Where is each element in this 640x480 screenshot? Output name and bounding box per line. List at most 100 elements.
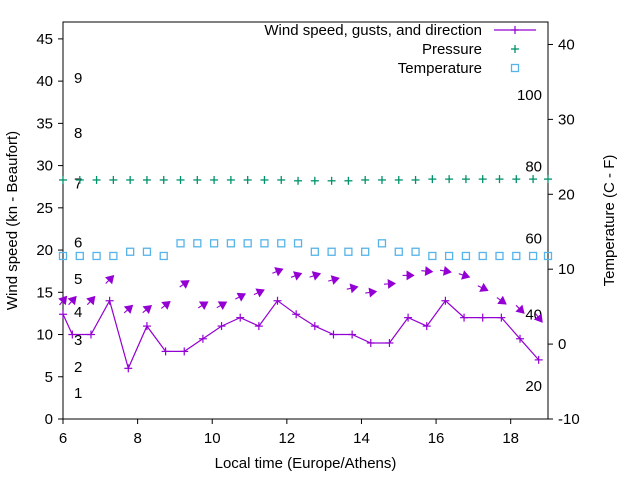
wind-direction-arrow [458,270,471,280]
wind-direction-arrow [346,283,359,294]
temperature-marker [327,247,336,256]
arrow-head [274,267,284,277]
x-axis-ticklabel: 12 [279,430,296,447]
y-axis-left-ticklabel: 15 [36,284,53,301]
arrow-head [67,295,77,306]
temperature-marker [344,247,353,256]
wind-speed-line [62,299,540,371]
y-axis-right-ticklabel: 40 [558,36,575,53]
temperature-marker [159,251,168,261]
y-axis-left-ticklabel: 35 [36,115,53,132]
temperature-marker [193,239,202,248]
x-axis-ticklabel: 16 [428,430,445,447]
temperature-marker [75,251,84,261]
x-axis-ticklabel: 6 [59,430,67,447]
wind-direction-arrow [421,266,434,277]
beaufort-scale-label: 4 [74,304,82,321]
temperature-marker [58,251,68,261]
beaufort-scale-label: 3 [74,332,82,349]
arrow-head [255,288,265,298]
temperature-marker [277,239,286,248]
wind-direction-arrow [216,301,228,311]
fahrenheit-scale-label: 60 [525,230,542,247]
legend-label: Pressure [422,41,482,58]
x-axis-title: Local time (Europe/Athens) [215,455,397,472]
arrow-head [105,274,115,285]
wind-direction-arrow [515,304,525,314]
wind-direction-arrow [272,267,284,277]
wind-direction-arrow [235,292,247,302]
arrow-head [217,301,228,311]
beaufort-scale-label: 2 [74,359,82,376]
arrow-head [533,313,543,323]
temperature-marker [243,239,252,248]
y-axis-right-ticklabel: -10 [558,411,580,428]
arrow-head [515,304,525,314]
y-axis-left-ticklabel: 30 [36,158,53,175]
beaufort-scale-label: 9 [74,70,82,87]
arrow-head [311,271,322,281]
plot-frame [62,21,549,420]
y-axis-right-ticklabel: 0 [558,336,566,353]
temperature-marker [209,239,219,248]
temperature-marker [260,239,269,248]
y-axis-left-title: Wind speed (kn - Beaufort) [4,131,21,310]
y-axis-right-title: Temperature (C - F) [601,155,618,287]
arrow-head [198,301,209,311]
temperature-marker [528,251,538,261]
beaufort-scale-label: 5 [74,271,82,288]
fahrenheit-scale-label: 20 [525,378,542,395]
y-axis-left-ticklabel: 5 [45,369,53,386]
arrow-head [406,270,415,281]
temperature-marker [109,251,118,261]
arrow-head [461,270,471,280]
temperature-marker [361,247,370,256]
temperature-marker [394,247,403,256]
beaufort-scale-label: 1 [74,385,82,402]
wind-direction-arrow [328,275,340,285]
wind-direction-arrow [290,271,303,281]
arrow-head [293,271,303,281]
wind-direction-arrow [105,274,115,285]
wind-direction-arrow [160,300,171,310]
y-axis-left-ticklabel: 40 [36,73,53,90]
wind-direction-arrow [533,312,543,323]
temperature-marker [92,251,101,261]
arrow-head [161,300,171,310]
arrow-head [58,295,68,306]
temperature-marker [495,251,504,261]
arrow-head [180,280,190,289]
arrow-head [368,287,378,298]
arrow-head [497,295,507,305]
temperature-marker [411,247,420,256]
wind-direction-arrow [58,295,68,306]
temperature-marker [126,247,135,256]
wind-direction-arrow [402,270,415,281]
wind-direction-arrow [309,271,322,281]
arrow-head [330,275,340,285]
temperature-marker [512,251,521,261]
wind-direction-arrow [383,278,396,289]
arrow-head [424,266,434,277]
wind-direction-arrow [67,295,77,306]
beaufort-scale-label: 7 [74,175,82,192]
legend-sample-temperature [510,63,520,73]
y-axis-right-ticklabel: 30 [558,111,575,128]
arrow-head [86,295,96,306]
arrow-head [442,266,452,276]
x-axis-ticklabel: 14 [353,430,370,447]
legend-label: Wind speed, gusts, and direction [264,22,482,39]
x-axis-ticklabel: 18 [502,430,519,447]
y-axis-left-ticklabel: 45 [36,31,53,48]
wind-direction-arrow [365,287,378,298]
fahrenheit-scale-label: 80 [525,159,542,176]
y-axis-right-ticklabel: 20 [558,186,575,203]
wind-direction-arrow [86,295,96,306]
wind-direction-arrow [123,304,134,314]
temperature-marker [226,239,236,248]
arrow-head [123,304,134,314]
arrow-head [236,292,247,302]
beaufort-scale-label: 6 [74,235,82,252]
